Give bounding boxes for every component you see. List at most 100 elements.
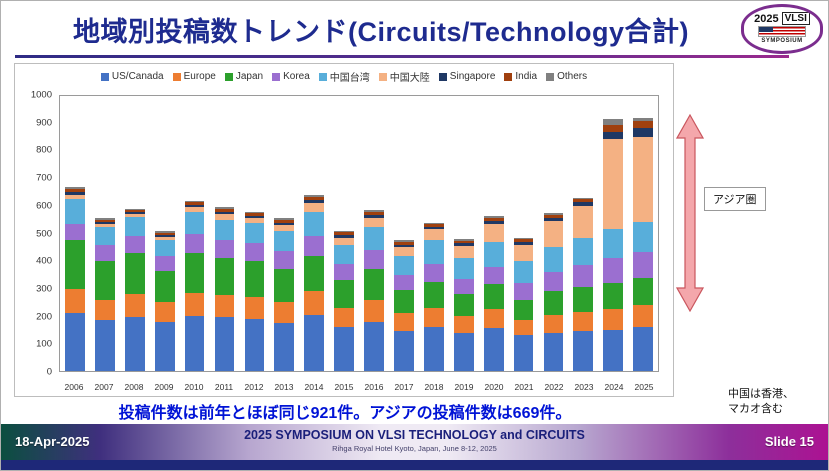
bar-segment (184, 211, 205, 234)
bar-segment (94, 219, 115, 222)
bar-segment (603, 124, 624, 132)
x-tick-label: 2011 (214, 382, 234, 392)
bar-slot (210, 96, 240, 371)
bar-segment (65, 186, 85, 189)
bar-segment (483, 284, 504, 310)
stacked-bar (394, 96, 414, 371)
flag-stripes-icon (758, 26, 806, 37)
bar-segment (364, 212, 384, 216)
bar-slot (449, 96, 479, 371)
bar-segment (423, 263, 444, 282)
legend-label: 中国台湾 (329, 73, 370, 84)
bar-segment (543, 291, 564, 315)
bar-segment (154, 302, 175, 322)
stacked-bar (543, 96, 564, 371)
bar-slot (479, 96, 509, 371)
bar-segment (453, 278, 474, 294)
bar-segment (573, 201, 594, 206)
bar-segment (94, 244, 115, 261)
bar-segment (184, 292, 205, 316)
bar-segment (154, 234, 175, 238)
bar-segment (394, 244, 414, 248)
stacked-bar (244, 96, 265, 371)
bar-segment (453, 239, 474, 241)
bar-segment (394, 331, 414, 371)
bar-segment (334, 307, 354, 327)
bar-segment (334, 263, 354, 281)
bar-segment (124, 294, 145, 318)
bar-segment (573, 198, 594, 202)
bar-slot (419, 96, 449, 371)
bar-segment (184, 202, 205, 205)
bar-segment (394, 274, 414, 290)
bar-segment (603, 119, 624, 125)
bar-segment (543, 314, 564, 333)
bar-slot (598, 96, 628, 371)
bar-slot (90, 96, 120, 371)
bar-segment (244, 318, 265, 371)
bar-segment (124, 217, 145, 237)
x-tick-label: 2019 (454, 382, 474, 392)
y-tick-label: 700 (36, 172, 52, 184)
bar-segment (364, 218, 384, 227)
bar-segment (603, 309, 624, 330)
bar-segment (214, 295, 235, 318)
bar-segment (304, 314, 325, 371)
stacked-bar (124, 96, 145, 371)
legend-swatch (504, 72, 513, 81)
bar-segment (124, 212, 145, 215)
bar-segment (573, 237, 594, 266)
bar-segment (244, 243, 265, 261)
bar-slot (239, 96, 269, 371)
bar-segment (394, 247, 414, 256)
bar-segment (394, 255, 414, 275)
bar-segment (543, 332, 564, 371)
bar-segment (633, 305, 654, 327)
bar-segment (423, 223, 444, 227)
legend-label: 中国大陸 (389, 73, 430, 84)
y-tick-label: 1000 (30, 89, 52, 101)
legend-item: 中国台湾 (318, 69, 370, 84)
legend-swatch (318, 72, 327, 81)
bar-segment (274, 302, 295, 323)
bar-segment (65, 313, 85, 371)
plot-bars (60, 96, 658, 371)
bar-segment (633, 221, 654, 253)
stacked-bar (603, 96, 624, 371)
x-tick-label: 2014 (304, 382, 324, 392)
bar-segment (244, 296, 265, 319)
bar-segment (513, 261, 534, 283)
bar-segment (364, 250, 384, 270)
bar-segment (603, 329, 624, 371)
bar-segment (423, 226, 444, 230)
legend-swatch (438, 72, 447, 81)
bar-segment (274, 230, 295, 252)
x-tick-label: 2006 (64, 382, 84, 392)
x-tick-label: 2020 (484, 382, 504, 392)
bar-segment (633, 117, 654, 122)
legend-swatch (224, 72, 233, 81)
bar-segment (364, 210, 384, 213)
bar-slot (150, 96, 180, 371)
bar-segment (633, 252, 654, 278)
bar-segment (453, 243, 474, 246)
x-tick-label: 2012 (244, 382, 264, 392)
bar-segment (154, 237, 175, 241)
bar-segment (274, 251, 295, 270)
bar-segment (214, 214, 235, 220)
legend-item: India (504, 71, 537, 82)
stacked-bar (513, 96, 534, 371)
bar-segment (573, 331, 594, 371)
bar-segment (394, 242, 414, 245)
y-tick-label: 200 (36, 311, 52, 323)
bar-slot (180, 96, 210, 371)
bar-segment (65, 223, 85, 241)
bar-segment (214, 219, 235, 241)
y-tick-label: 100 (36, 338, 52, 350)
bar-slot (389, 96, 419, 371)
x-tick-label: 2018 (424, 382, 444, 392)
bar-slot (568, 96, 598, 371)
bar-segment (65, 199, 85, 224)
bar-slot (329, 96, 359, 371)
